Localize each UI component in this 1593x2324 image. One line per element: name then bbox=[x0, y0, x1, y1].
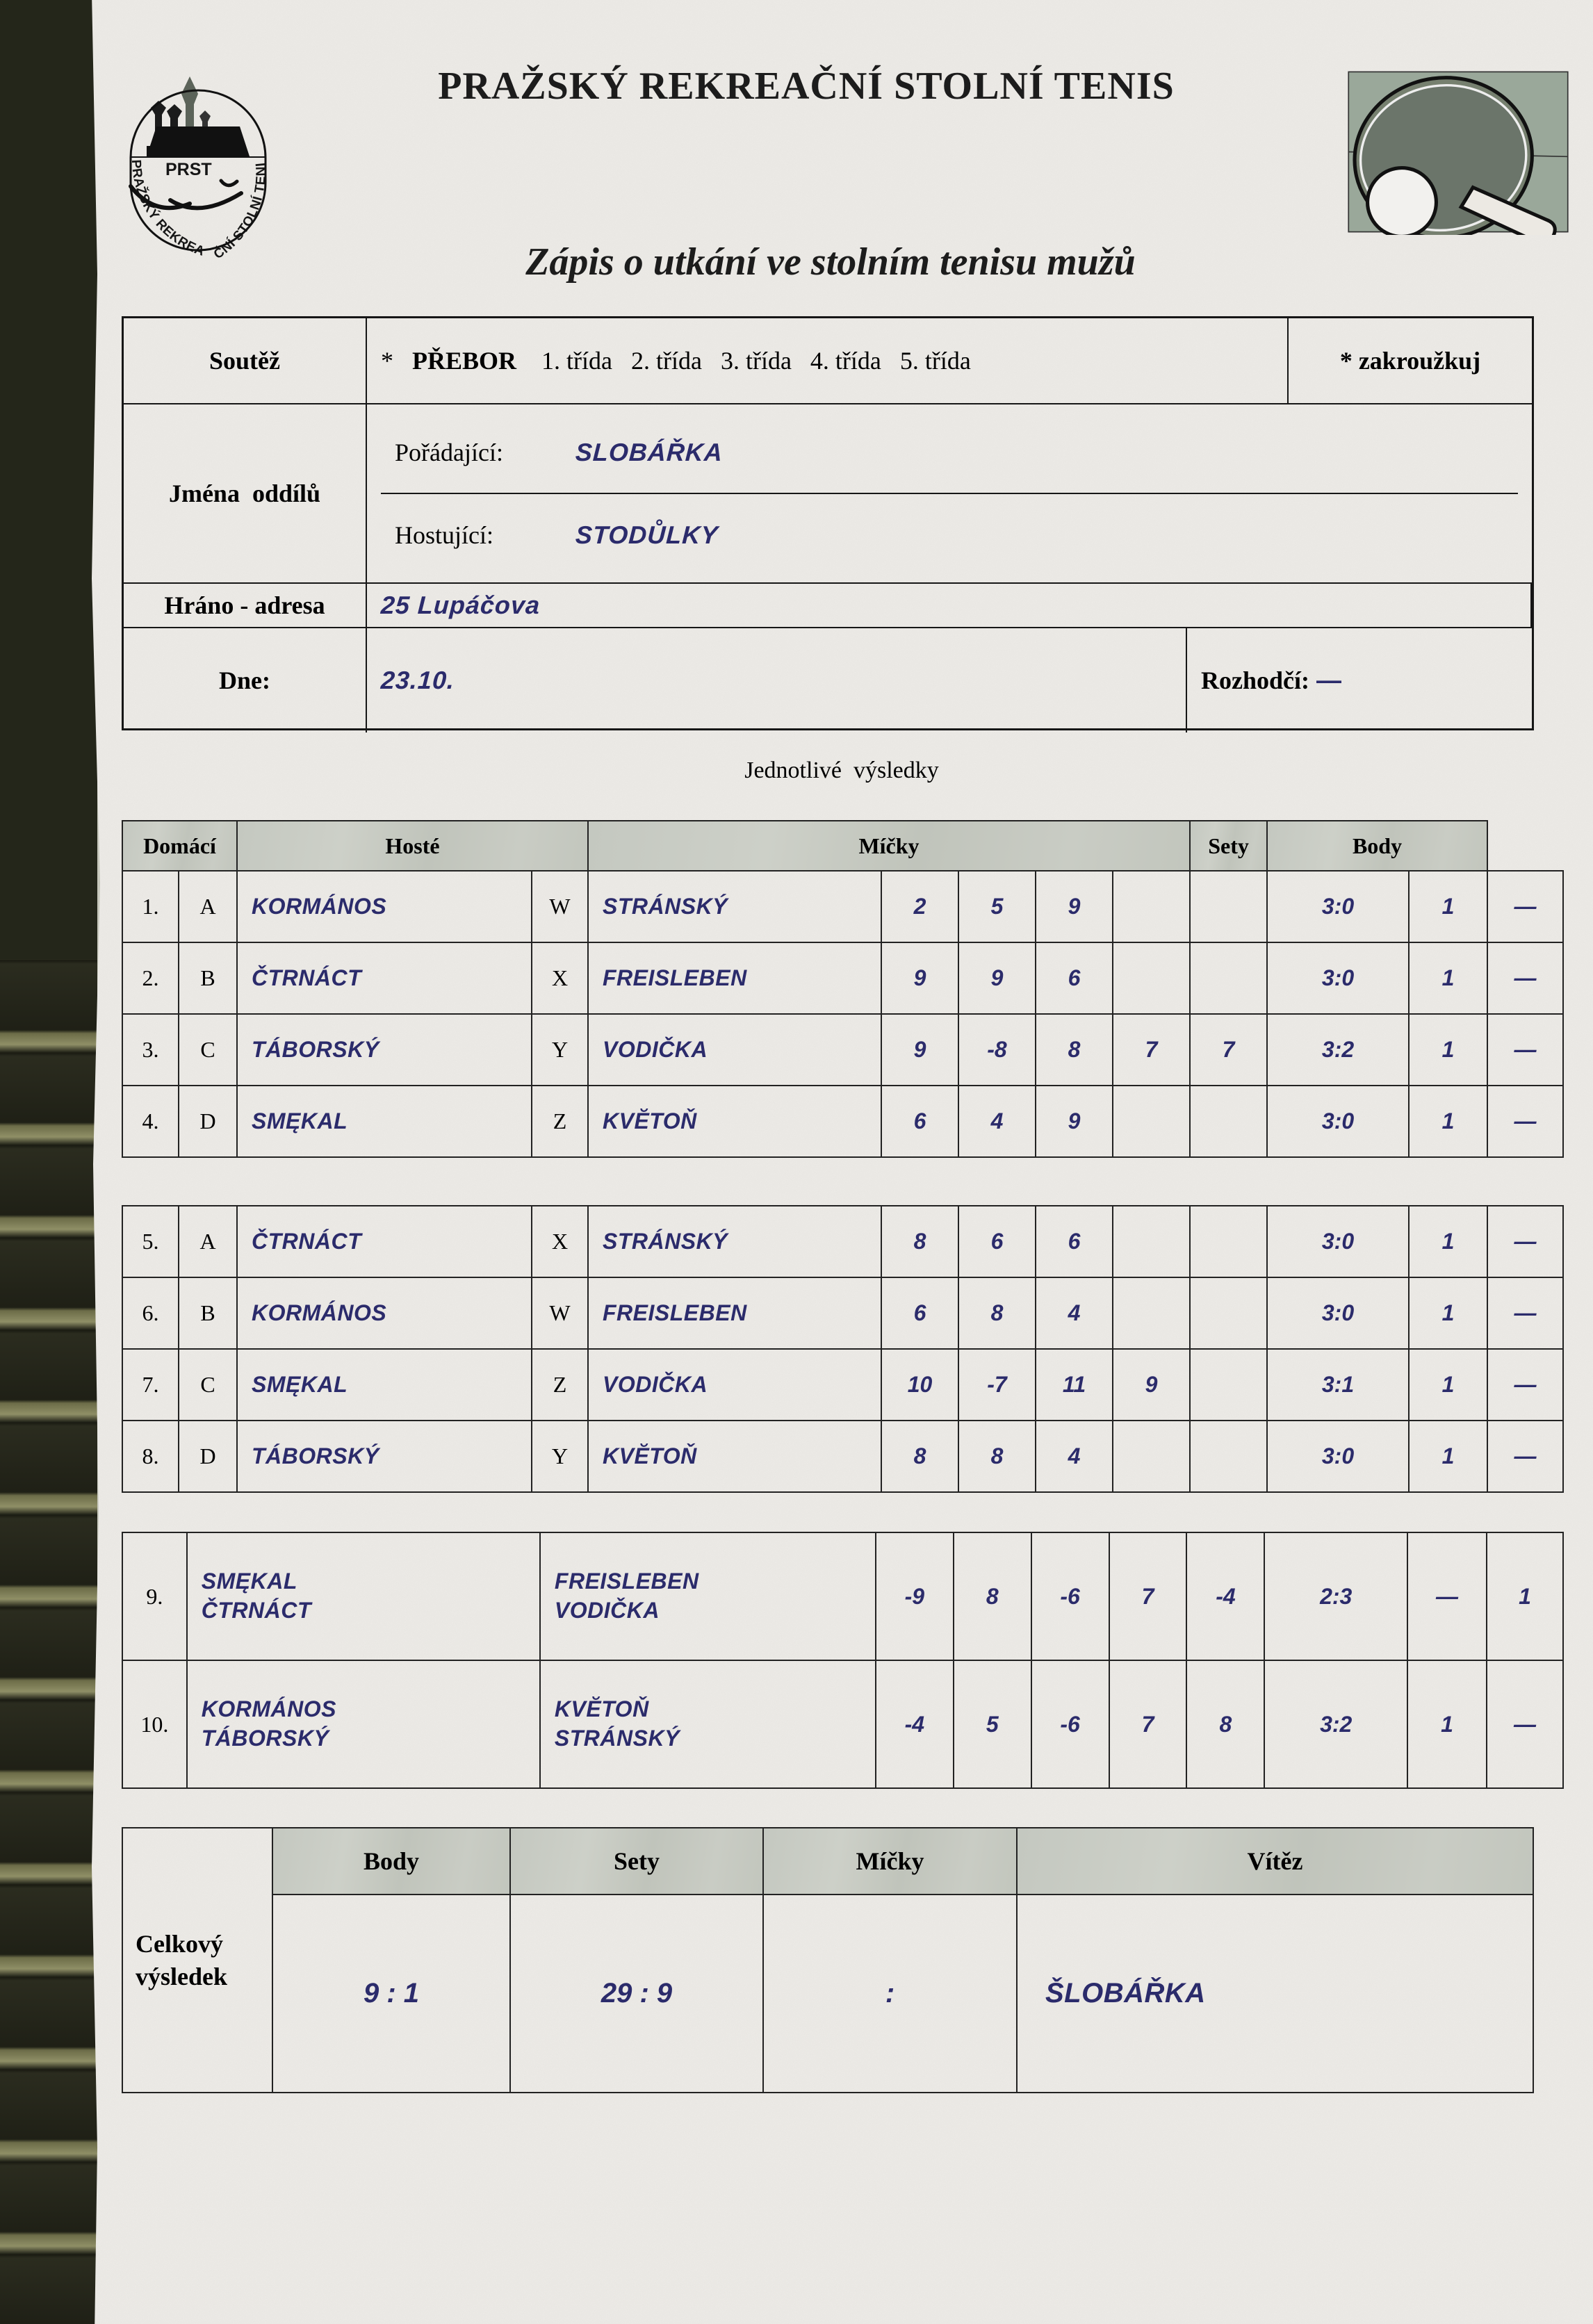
svg-text:PRST: PRST bbox=[165, 160, 212, 179]
